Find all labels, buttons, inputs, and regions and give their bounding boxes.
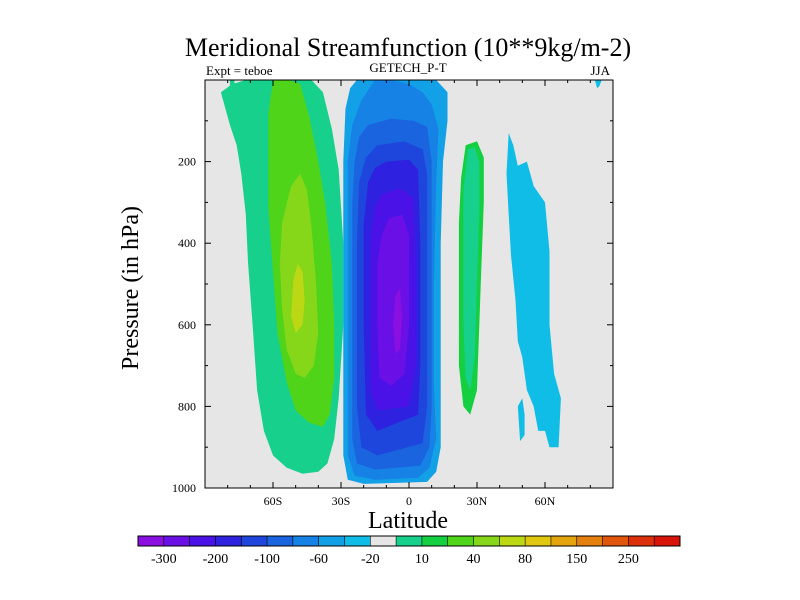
colorbar-swatch [344, 536, 371, 546]
colorbar-swatch [654, 536, 681, 546]
colorbar-label: 10 [415, 552, 429, 567]
x-tick-label: 30N [467, 494, 488, 508]
dataset-label: GETECH_P-T [369, 60, 446, 75]
y-tick-label: 600 [178, 318, 196, 332]
plot-area: 60S 30S 0 30N 60N 200 400 600 800 1000 [172, 79, 614, 508]
colorbar-swatch [499, 536, 526, 546]
colorbar-swatch [421, 536, 449, 546]
y-axis-label: Pressure (in hPa) [118, 206, 144, 370]
colorbar-label: 80 [518, 552, 532, 567]
contour-top-green-sliver [229, 80, 235, 103]
colorbar-frame [137, 535, 681, 547]
experiment-label: Expt = teboe [206, 63, 273, 78]
contour-nh-blue-east [506, 133, 561, 448]
colorbar-swatch [370, 536, 397, 546]
colorbar-label: -20 [361, 552, 380, 567]
y-tick-label: 1000 [172, 481, 196, 495]
colorbar-swatch [447, 536, 474, 546]
colorbar-swatch [189, 536, 216, 546]
chart-title: Meridional Streamfunction (10**9kg/m-2) [185, 33, 631, 62]
season-label: JJA [590, 63, 610, 78]
colorbar-label: -300 [151, 552, 177, 567]
y-tick-label: 200 [178, 155, 196, 169]
colorbar-swatch [267, 536, 294, 546]
colorbar: -300 -200 -100 -60 -20 10 40 80 150 250 [137, 535, 681, 567]
colorbar-swatch [318, 536, 345, 546]
colorbar-label: 40 [467, 552, 481, 567]
colorbar-swatch [396, 536, 423, 546]
x-tick-label: 0 [406, 494, 412, 508]
colorbar-swatch [525, 536, 552, 546]
colorbar-swatch [576, 536, 603, 546]
colorbar-swatch [292, 536, 319, 546]
colorbar-label: -100 [254, 552, 280, 567]
colorbar-swatch [163, 536, 190, 546]
y-tick-label: 800 [178, 399, 196, 413]
colorbar-label: -60 [309, 552, 328, 567]
contour-nh-blue-east-tail [517, 398, 525, 442]
colorbar-swatch [550, 536, 578, 546]
y-tick-label: 400 [178, 236, 196, 250]
colorbar-swatch [473, 536, 500, 546]
contour-sh-cell-l7 [377, 214, 409, 386]
colorbar-label: 150 [566, 552, 587, 567]
colorbar-swatch [241, 536, 268, 546]
colorbar-swatch [602, 536, 629, 546]
x-axis-label: Latitude [368, 508, 448, 534]
colorbar-swatch [628, 536, 655, 546]
x-axis: 60S 30S 0 30N 60N [227, 80, 591, 508]
x-tick-label: 60N [535, 494, 556, 508]
colorbar-label: -200 [203, 552, 229, 567]
x-tick-label: 30S [332, 494, 351, 508]
colorbar-swatch [138, 536, 165, 546]
contour-layer [220, 80, 602, 484]
y-axis: 200 400 600 800 1000 [172, 120, 613, 495]
contour-sh-cell-peak [393, 288, 403, 354]
colorbar-label: 250 [618, 552, 639, 567]
x-tick-label: 60S [264, 494, 283, 508]
contour-nh-cell-peak [291, 263, 305, 333]
colorbar-swatch [215, 536, 242, 546]
contour-nh-green-blob-inner [463, 147, 480, 391]
contour-top-blue-sliver [594, 80, 602, 89]
